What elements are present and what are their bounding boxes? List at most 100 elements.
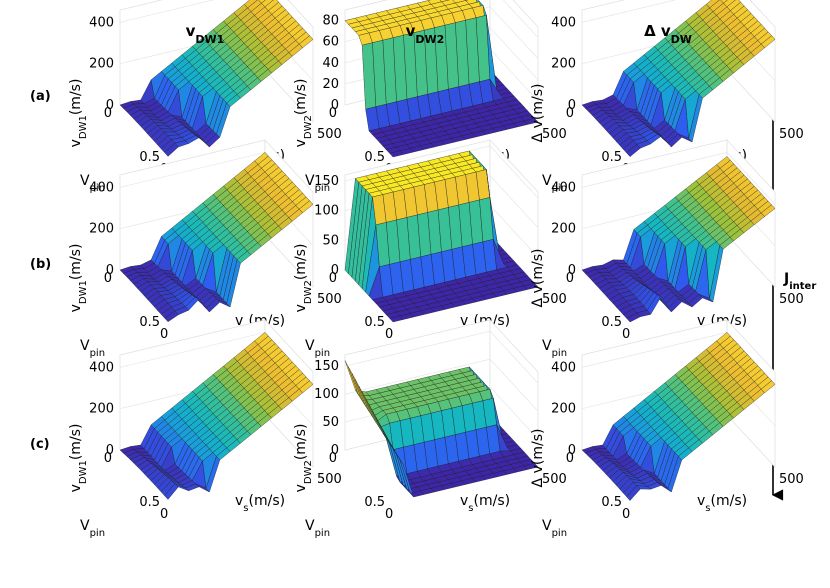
x-tick-label: 500 <box>779 127 804 142</box>
pin-axis-label: Vpin <box>542 518 567 539</box>
z-tick-label: 200 <box>89 402 114 417</box>
x-tick-label: 500 <box>779 472 804 487</box>
pin-tick-label: 0.5 <box>601 495 622 510</box>
column-title: Δ vDW <box>644 22 692 46</box>
pin-tick-label: 0.5 <box>364 495 385 510</box>
surface-cell <box>244 0 258 9</box>
column-title: vDW2 <box>406 22 445 46</box>
pin-tick-label: 0 <box>104 271 112 286</box>
z-tick-label: 50 <box>322 233 339 248</box>
z-axis-label: vDW1(m/s) <box>68 244 89 313</box>
pin-axis-label: Vpin <box>542 338 567 359</box>
surface-cell <box>760 35 776 49</box>
x-tick-label: 500 <box>542 292 567 307</box>
z-gridline <box>344 358 539 412</box>
x-tick-label: 500 <box>317 292 342 307</box>
x-tick-label: 0 <box>622 507 630 522</box>
surface-cell <box>258 0 266 4</box>
z-axis-label: vDW2(m/s) <box>293 424 314 493</box>
z-tick-label: 0 <box>106 443 114 458</box>
z-tick-label: 200 <box>551 402 576 417</box>
pin-axis-label: Vpin <box>80 173 105 194</box>
z-tick-label: 200 <box>89 222 114 237</box>
z-tick-label: 400 <box>551 360 576 375</box>
row-label: (c) <box>30 437 50 452</box>
z-axis-label: vDW2(m/s) <box>293 244 314 313</box>
z-tick-label: 0 <box>331 443 339 458</box>
z-tick-label: 200 <box>551 57 576 72</box>
z-tick-label: 50 <box>322 415 339 430</box>
pin-tick-label: 0 <box>566 271 574 286</box>
x-tick-label: 0 <box>160 507 168 522</box>
z-axis-label: Δ v(m/s) <box>530 429 546 488</box>
z-tick-label: 400 <box>89 360 114 375</box>
z-tick-label: 0 <box>568 443 576 458</box>
x-tick-label: 0 <box>622 327 630 342</box>
x-tick-label: 0 <box>385 327 393 342</box>
z-axis-label: vDW1(m/s) <box>68 79 89 148</box>
z-tick-label: 0 <box>106 263 114 278</box>
x-tick-label: 500 <box>542 127 567 142</box>
pin-axis-label: Vpin <box>305 518 330 539</box>
z-tick-label: 0 <box>568 98 576 113</box>
row-label: (b) <box>30 257 51 272</box>
pin-tick-label: 0 <box>329 106 337 121</box>
surface-cell <box>523 118 539 125</box>
pin-axis-label: Vpin <box>80 518 105 539</box>
pin-tick-label: 0.5 <box>139 495 160 510</box>
column-title: vDW1 <box>186 22 225 46</box>
surface-cell <box>760 380 776 394</box>
surface-cell <box>723 0 736 8</box>
pin-tick-label: 0 <box>104 106 112 121</box>
pin-axis-label: Vpin <box>80 338 105 359</box>
pin-tick-label: 0.5 <box>139 150 160 165</box>
x-tick-label: 500 <box>542 472 567 487</box>
pin-tick-label: 0.5 <box>139 315 160 330</box>
z-tick-label: 150 <box>314 359 339 374</box>
surface-cell <box>298 200 314 214</box>
row-label: (a) <box>30 89 51 104</box>
z-tick-label: 200 <box>551 222 576 237</box>
z-tick-label: 0 <box>331 263 339 278</box>
x-tick-label: 500 <box>317 127 342 142</box>
z-tick-label: 400 <box>89 15 114 30</box>
z-tick-label: 100 <box>314 387 339 402</box>
surface-cell <box>720 0 728 4</box>
z-tick-label: 0 <box>331 98 339 113</box>
x-tick-label: 0 <box>385 507 393 522</box>
surface-cell <box>760 204 776 217</box>
z-axis-label: vDW1(m/s) <box>68 424 89 493</box>
pin-tick-label: 0.5 <box>364 150 385 165</box>
pin-tick-label: 0.5 <box>364 315 385 330</box>
pin-tick-label: 0 <box>329 451 337 466</box>
pin-axis-label: Vpin <box>305 338 330 359</box>
x-axis-label: vs(m/s) <box>235 493 285 514</box>
pin-tick-label: 0.5 <box>601 150 622 165</box>
surface-cell <box>523 463 539 470</box>
z-axis-label: Δ v(m/s) <box>530 84 546 143</box>
z-tick-label: 100 <box>314 204 339 219</box>
pin-tick-label: 0 <box>329 271 337 286</box>
surface-cell <box>523 283 539 290</box>
z-tick-label: 80 <box>322 14 339 29</box>
x-tick-label: 500 <box>317 472 342 487</box>
x-axis-label: vs(m/s) <box>697 493 747 514</box>
pin-tick-label: 0 <box>566 106 574 121</box>
pin-tick-label: 0 <box>104 451 112 466</box>
z-tick-label: 150 <box>314 174 339 189</box>
j-inter-label: Jinter <box>783 271 816 292</box>
z-tick-label: 400 <box>89 180 114 195</box>
surface-cell <box>261 0 274 8</box>
z-tick-label: 200 <box>89 57 114 72</box>
pin-axis-label: Vpin <box>542 173 567 194</box>
